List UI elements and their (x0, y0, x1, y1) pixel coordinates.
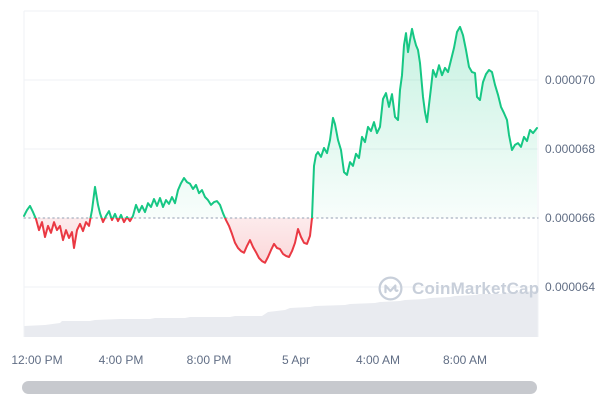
x-axis-label: 4:00 PM (98, 353, 144, 367)
x-axis-label: 8:00 AM (442, 353, 488, 367)
price-area-up (24, 26, 537, 218)
y-axis-label: 0.000066 (545, 211, 596, 225)
price-area-down (24, 218, 537, 263)
y-axis-label: 0.000068 (545, 142, 596, 156)
price-line-down (34, 218, 314, 264)
chart-scrollbar-thumb[interactable] (22, 381, 537, 394)
y-axis-label: 0.000070 (545, 73, 596, 87)
volume-silhouette (24, 291, 538, 337)
x-axis-label: 4:00 AM (355, 353, 401, 367)
x-axis-label: 5 Apr (281, 353, 311, 367)
y-axis-label: 0.000064 (545, 280, 596, 294)
x-axis-label: 8:00 PM (186, 353, 232, 367)
x-axis-label: 12:00 PM (11, 353, 63, 367)
price-line-up (23, 25, 538, 218)
